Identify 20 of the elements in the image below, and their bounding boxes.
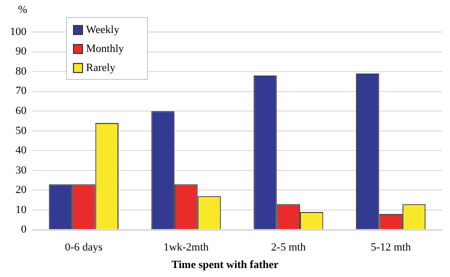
x-axis-title: Time spent with father xyxy=(170,259,280,271)
y-tick-label: 0 xyxy=(21,224,27,236)
y-tick-label: 90 xyxy=(16,46,27,58)
y-tick-label: 80 xyxy=(16,65,27,78)
y-tick-label: 40 xyxy=(16,144,27,157)
y-tick-label: 60 xyxy=(16,105,27,118)
x-tick-label: 0-6 days xyxy=(64,241,102,254)
y-tick-label: 70 xyxy=(16,85,27,98)
y-tick-label: 10 xyxy=(16,204,27,216)
y-tick-label: 30 xyxy=(16,164,27,176)
y-tick-label: 50 xyxy=(16,124,27,137)
x-tick-label: 1wk-2mth xyxy=(163,241,210,254)
y-tick-label: 20 xyxy=(16,184,27,196)
y-tick-label: 100 xyxy=(10,26,27,38)
y-axis-title: % xyxy=(18,4,28,16)
legend-label: Weekly xyxy=(86,24,120,36)
x-tick-label: 2-5 mth xyxy=(271,241,306,254)
legend-label: Monthly xyxy=(86,42,124,54)
legend-label: Rarely xyxy=(86,62,116,74)
x-tick-label: 5-12 mth xyxy=(370,241,412,254)
